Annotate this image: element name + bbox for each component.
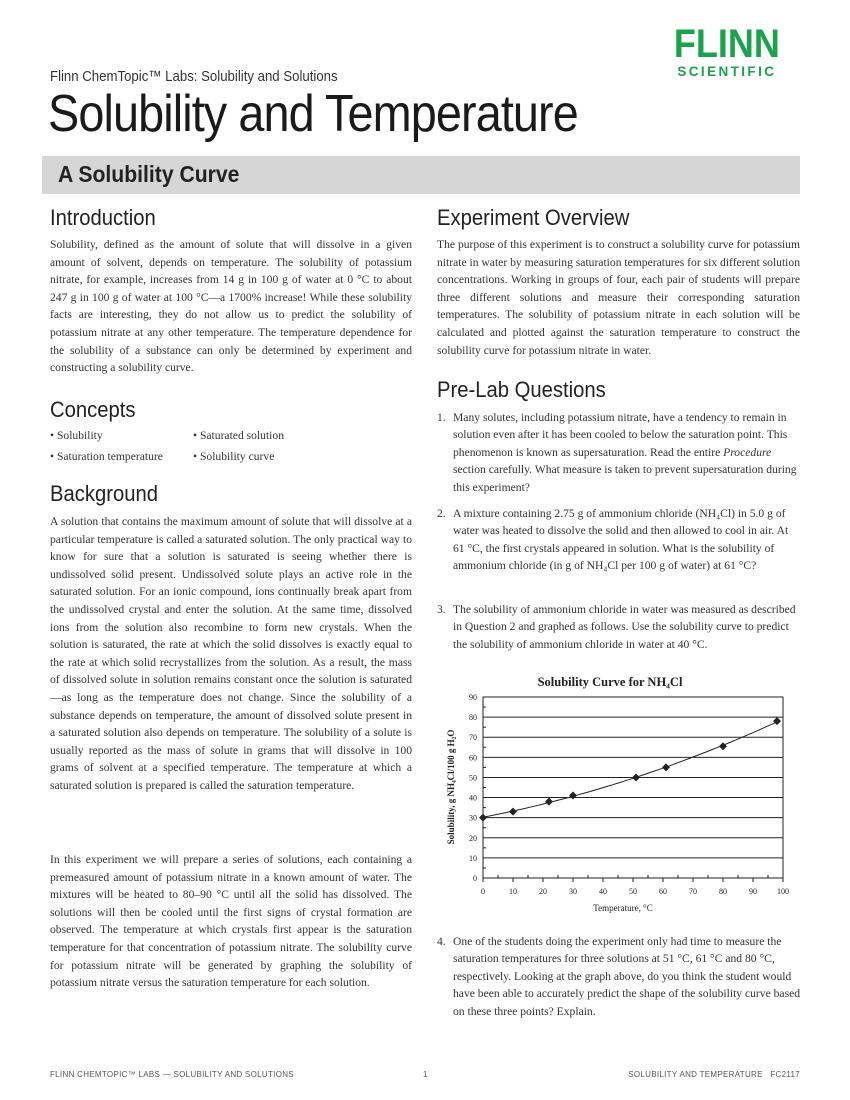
x-tick-label: 30 [569,887,577,896]
page-title: Solubility and Temperature [48,85,579,143]
page-number: 1 [423,1070,428,1079]
x-tick-label: 60 [659,887,667,896]
y-tick-label: 80 [469,713,477,722]
series-title: Flinn ChemTopic™ Labs: Solubility and So… [50,68,338,85]
overview-text: The purpose of this experiment is to con… [437,238,800,357]
y-tick-label: 50 [469,773,477,782]
data-point [509,807,517,816]
x-tick-label: 70 [689,887,697,896]
question-number: 4. [437,935,446,948]
flinn-logo: FLINN SCIENTIFIC [668,22,786,79]
data-point [662,763,670,772]
y-tick-label: 30 [469,814,477,823]
background-paragraph-1: A solution that contains the maximum amo… [50,515,412,792]
y-tick-label: 40 [469,794,477,803]
y-tick-label: 70 [469,733,477,742]
solubility-chart: Solubility Curve for NH₄Cl 0 10 20 30 40 50 60… [446,675,789,913]
x-tick-label: 10 [509,887,517,896]
subtitle-band: A Solubility Curve [42,156,800,194]
concept-item: • Saturated solution [193,429,285,442]
data-point [719,742,727,751]
overview-heading: Experiment Overview [437,205,630,230]
introduction-text: Solubility, defined as the amount of sol… [50,238,412,375]
y-tick-label: 20 [469,834,477,843]
question-emphasis: Procedure [723,445,772,459]
y-tick-label: 0 [473,874,477,883]
subtitle: A Solubility Curve [58,161,240,187]
data-point [479,813,487,822]
concept-item: • Solubility [50,429,103,442]
x-tick-label: 90 [749,887,757,896]
question-1: 1. Many solutes, including potassium nit… [437,409,802,496]
question-4: 4. One of the students doing the experim… [437,933,802,1020]
x-tick-label: 40 [599,887,607,896]
x-tick-label: 80 [719,887,727,896]
y-tick-label: 10 [469,854,477,863]
y-tick-label: 60 [469,753,477,762]
series-line [482,721,778,818]
question-text: Many solutes, including potassium nitrat… [453,411,788,459]
logo-line2: SCIENTIFIC [677,64,777,79]
question-text-end: section carefully. What measure is taken… [453,463,797,494]
question-number: 1. [437,411,446,424]
question-number: 2. [437,507,446,520]
plot-frame [482,696,784,879]
question-number: 3. [437,603,446,616]
footer-right: SOLUBILITY AND TEMPERATURE FC2117 [628,1070,800,1079]
background-heading: Background [50,481,159,506]
introduction-heading: Introduction [50,205,156,230]
chart-title: Solubility Curve for NH₄Cl [538,675,683,689]
question-2: 2. A mixture containing 2.75 g of ammoni… [437,505,802,575]
question-text: A mixture containing 2.75 g of ammonium … [453,507,789,573]
y-axis-label: Solubility, g NH₄Cl/100 g H₂O [446,730,456,845]
footer-left: FLINN CHEMTOPIC™ LABS — SOLUBILITY AND S… [50,1070,294,1079]
data-point [632,773,640,782]
logo-line1: FLINN [673,22,780,66]
x-tick-label: 20 [539,887,547,896]
background-paragraph-2: In this experiment we will prepare a ser… [50,853,412,990]
concept-item: • Saturation temperature [50,450,163,463]
prelab-heading: Pre-Lab Questions [437,377,606,402]
data-point [545,797,553,806]
x-tick-label: 0 [481,887,485,896]
question-text: One of the students doing the experiment… [453,935,801,1018]
y-tick-label: 90 [469,693,477,702]
x-tick-label: 100 [777,887,789,896]
data-point [773,717,781,726]
question-3: 3. The solubility of ammonium chloride i… [437,601,802,653]
question-text: The solubility of ammonium chloride in w… [453,603,796,651]
x-tick-label: 50 [629,887,637,896]
data-point [569,791,577,800]
x-axis-label: Temperature, °C [593,903,652,913]
concept-item: • Solubility curve [193,450,275,463]
concepts-heading: Concepts [50,397,136,422]
